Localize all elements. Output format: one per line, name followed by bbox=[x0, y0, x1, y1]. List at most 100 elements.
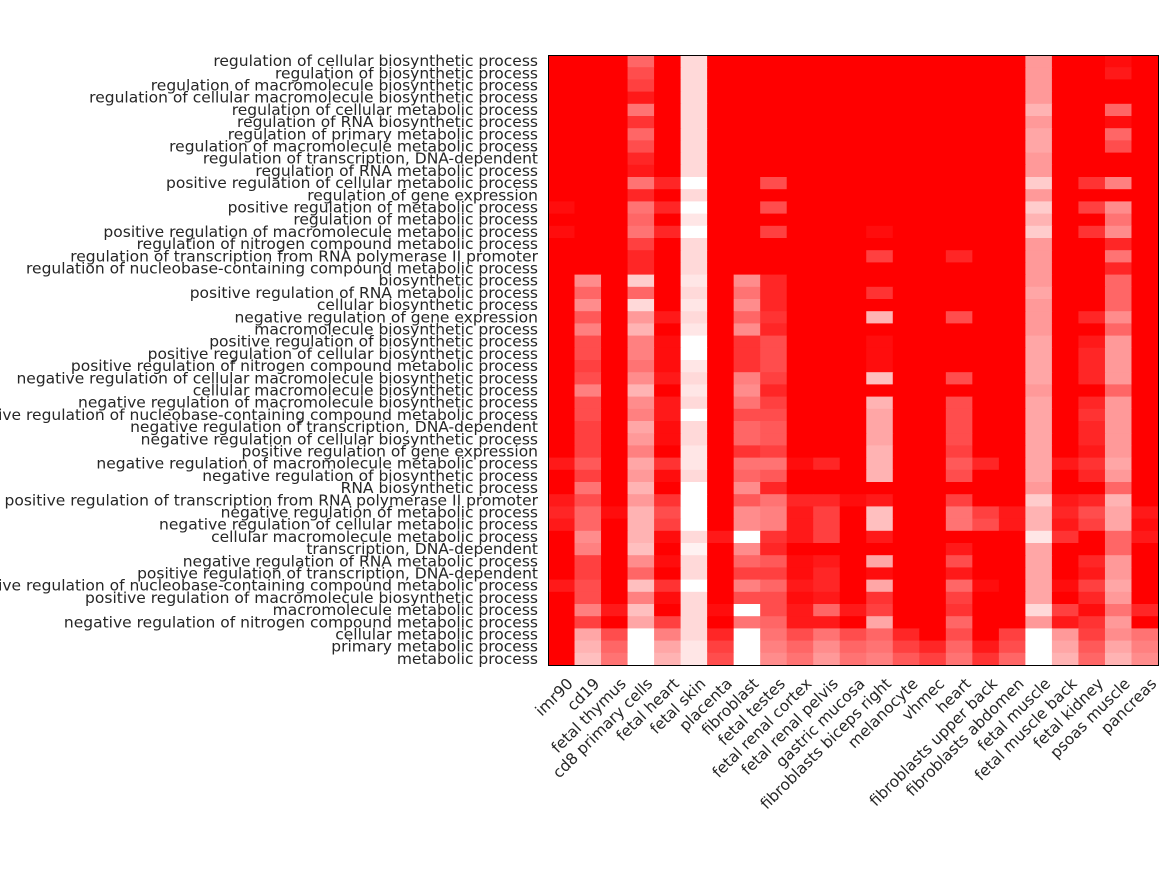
heatmap-cell bbox=[972, 421, 1000, 434]
heatmap-cell bbox=[1131, 67, 1159, 80]
heatmap-cell bbox=[813, 591, 841, 605]
heatmap-cell bbox=[601, 250, 629, 263]
heatmap-cell bbox=[733, 506, 761, 520]
heatmap-cell bbox=[998, 555, 1026, 568]
heatmap-cell bbox=[548, 164, 576, 178]
heatmap-cell bbox=[680, 91, 708, 105]
heatmap-cell bbox=[1025, 225, 1053, 239]
heatmap-cell bbox=[945, 579, 973, 593]
heatmap-cell bbox=[548, 494, 576, 507]
heatmap-cell bbox=[760, 164, 788, 178]
heatmap-cell bbox=[1025, 518, 1053, 532]
heatmap-cell bbox=[866, 91, 894, 105]
heatmap-cell bbox=[707, 640, 735, 654]
heatmap-cell bbox=[998, 628, 1026, 642]
heatmap-cell bbox=[707, 616, 735, 629]
heatmap-cell bbox=[919, 177, 947, 190]
heatmap-cell bbox=[707, 360, 735, 373]
heatmap-cell bbox=[1131, 396, 1159, 410]
heatmap-cell bbox=[627, 591, 655, 605]
heatmap-cell bbox=[1104, 628, 1133, 642]
heatmap-cell bbox=[1131, 530, 1159, 544]
heatmap-cell bbox=[1131, 128, 1159, 141]
heatmap-cell bbox=[548, 652, 576, 666]
heatmap-cell bbox=[998, 372, 1026, 385]
row-labels: regulation of cellular biosynthetic proc… bbox=[0, 52, 539, 668]
heatmap-cell bbox=[1131, 445, 1159, 459]
heatmap-cell bbox=[972, 274, 1000, 288]
heatmap-cell bbox=[548, 628, 576, 642]
heatmap-cell bbox=[733, 91, 761, 105]
heatmap-cell bbox=[813, 67, 841, 80]
heatmap-cell bbox=[1051, 238, 1080, 251]
heatmap-cell bbox=[1131, 457, 1159, 471]
heatmap-cell bbox=[972, 177, 1000, 190]
heatmap-cell bbox=[733, 116, 761, 129]
heatmap-cell bbox=[892, 384, 920, 398]
heatmap-cell bbox=[786, 360, 814, 373]
heatmap-cell bbox=[839, 238, 867, 251]
heatmap-cell bbox=[574, 91, 602, 105]
heatmap-cell bbox=[866, 164, 894, 178]
heatmap-cell bbox=[919, 250, 947, 263]
heatmap-cell bbox=[972, 67, 1000, 80]
heatmap-cell bbox=[1051, 421, 1080, 434]
heatmap-cell bbox=[786, 567, 814, 581]
heatmap-cell bbox=[1078, 591, 1106, 605]
heatmap-cell bbox=[707, 628, 735, 642]
heatmap-cell bbox=[866, 445, 894, 459]
heatmap-cell bbox=[733, 628, 761, 642]
heatmap-cell bbox=[945, 274, 973, 288]
heatmap-cell bbox=[839, 311, 867, 324]
heatmap-cell bbox=[1078, 372, 1106, 385]
heatmap-cell bbox=[733, 482, 761, 495]
heatmap-cell bbox=[1025, 128, 1053, 141]
heatmap-cell bbox=[654, 152, 682, 166]
heatmap-cell bbox=[760, 457, 788, 471]
heatmap-cell bbox=[972, 469, 1000, 483]
heatmap-cell bbox=[839, 421, 867, 434]
heatmap-cell bbox=[654, 506, 682, 520]
heatmap-cell bbox=[786, 335, 814, 349]
heatmap-cell bbox=[998, 152, 1026, 166]
row-label: cellular macromolecule biosynthetic proc… bbox=[193, 382, 538, 400]
row-label: positive regulation of biosynthetic proc… bbox=[209, 333, 538, 351]
heatmap-cell bbox=[1025, 567, 1053, 581]
heatmap-cell bbox=[548, 262, 576, 276]
row-label: macromolecule metabolic process bbox=[273, 601, 538, 619]
heatmap-cell bbox=[601, 116, 629, 129]
heatmap-cell bbox=[1104, 164, 1133, 178]
heatmap-cell bbox=[972, 299, 1000, 312]
heatmap-cell bbox=[733, 408, 761, 422]
heatmap-cell bbox=[680, 140, 708, 154]
heatmap-cell bbox=[707, 128, 735, 141]
heatmap-cell bbox=[574, 286, 602, 300]
heatmap-cell bbox=[919, 262, 947, 276]
row-label: positive regulation of cellular metaboli… bbox=[166, 174, 538, 192]
heatmap-cell bbox=[1051, 67, 1080, 80]
heatmap-cell bbox=[627, 518, 655, 532]
heatmap-cell bbox=[945, 152, 973, 166]
heatmap-cells bbox=[548, 55, 1159, 666]
heatmap-cell bbox=[945, 55, 973, 68]
heatmap-cell bbox=[680, 530, 708, 544]
heatmap-cell bbox=[548, 384, 576, 398]
heatmap-cell bbox=[680, 543, 708, 556]
heatmap-cell bbox=[680, 579, 708, 593]
heatmap-cell bbox=[1078, 445, 1106, 459]
heatmap-cell bbox=[760, 335, 788, 349]
heatmap-cell bbox=[972, 335, 1000, 349]
heatmap-cell bbox=[601, 652, 629, 666]
heatmap-cell bbox=[1025, 579, 1053, 593]
heatmap-cell bbox=[601, 482, 629, 495]
heatmap-cell bbox=[601, 579, 629, 593]
heatmap-cell bbox=[998, 604, 1026, 617]
heatmap-cell bbox=[813, 408, 841, 422]
heatmap-cell bbox=[972, 201, 1000, 215]
heatmap-cell bbox=[1025, 604, 1053, 617]
heatmap-cell bbox=[680, 201, 708, 215]
heatmap-cell bbox=[919, 433, 947, 446]
heatmap-cell bbox=[839, 103, 867, 117]
heatmap-cell bbox=[839, 128, 867, 141]
